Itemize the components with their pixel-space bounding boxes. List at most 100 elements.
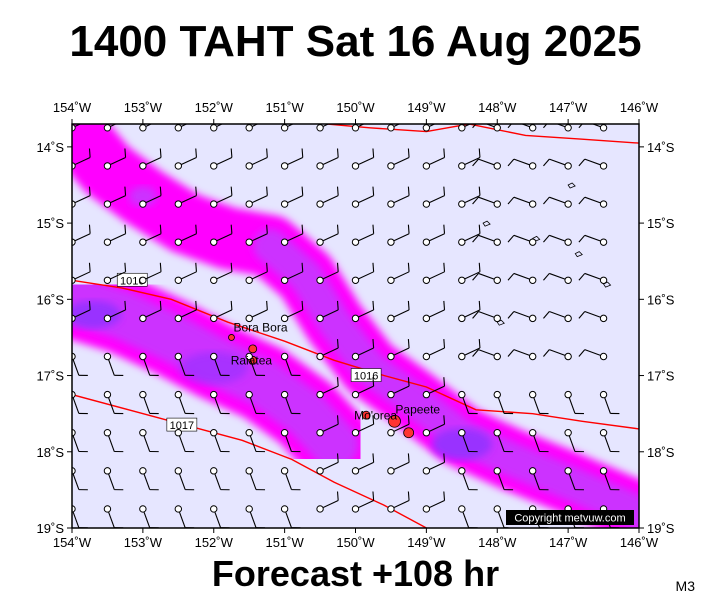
atoll-outline xyxy=(482,220,491,227)
wind-barb-feather xyxy=(336,339,339,349)
wind-station-circle xyxy=(103,238,112,246)
wind-station-circle xyxy=(245,505,253,513)
isobar-label: 1016 xyxy=(354,371,378,383)
lon-tick-label-top: 152˚W xyxy=(195,100,234,115)
wind-barb-feather xyxy=(159,262,162,272)
wind-station-circle xyxy=(103,467,112,475)
wind-station-circle xyxy=(564,352,572,361)
rain-core-heavy xyxy=(179,351,248,384)
wind-barb-feather xyxy=(159,148,162,158)
wind-barb-feather xyxy=(578,234,586,243)
lat-tick-label-left: 17˚S xyxy=(37,369,65,384)
wind-station-circle xyxy=(174,124,183,132)
place-label: Papeete xyxy=(395,402,440,416)
wind-barb-feather xyxy=(578,273,586,281)
wind-station-circle xyxy=(458,314,466,323)
wind-barb-feather xyxy=(372,148,375,158)
wind-station-circle xyxy=(422,124,431,132)
wind-station-circle xyxy=(351,200,360,208)
wind-barb-feather xyxy=(407,415,410,425)
wind-station-circle xyxy=(351,390,360,399)
lon-tick-label-top: 148˚W xyxy=(478,100,517,115)
wind-barb-feather xyxy=(543,349,550,357)
wind-station-circle xyxy=(103,276,112,284)
wind-barb-feather xyxy=(543,158,550,167)
lon-tick-label-bottom: 154˚W xyxy=(53,535,92,550)
wind-station-circle xyxy=(316,429,324,437)
lon-tick-label-bottom: 147˚W xyxy=(549,535,588,550)
wind-station-circle xyxy=(280,467,289,475)
wind-station-circle xyxy=(493,390,501,399)
wind-barb-feather xyxy=(507,196,515,205)
lat-tick-label-left: 16˚S xyxy=(37,292,65,307)
wind-barb-feather xyxy=(372,415,375,425)
lon-tick-label-top: 146˚W xyxy=(620,100,659,115)
wind-station-circle xyxy=(139,200,147,208)
wind-station-circle xyxy=(493,352,501,361)
wind-station-circle xyxy=(280,505,289,513)
wind-barb-feather xyxy=(195,262,197,272)
wind-station-circle xyxy=(458,276,466,284)
wind-station-circle xyxy=(422,276,431,284)
wind-station-circle xyxy=(174,505,183,513)
wind-station-circle xyxy=(599,200,608,208)
copyright-text: Copyright metvuw.com xyxy=(514,513,625,525)
forecast-label: Forecast +108 hr xyxy=(211,553,500,594)
wind-station-circle xyxy=(422,200,431,208)
wind-barb-feather xyxy=(443,377,446,387)
wind-barb-feather xyxy=(407,377,410,387)
wind-station-circle xyxy=(103,200,112,208)
lat-tick-label-left: 14˚S xyxy=(37,140,65,155)
wind-barb-feather xyxy=(472,273,479,281)
wind-barb-feather xyxy=(478,262,481,272)
wind-station-circle xyxy=(387,467,395,475)
wind-barb-feather xyxy=(443,148,446,158)
island-shape xyxy=(403,427,415,439)
wind-station-circle xyxy=(422,505,431,513)
wind-barb-feather xyxy=(195,300,197,310)
wind-barb-feather xyxy=(507,311,515,319)
wind-station-circle xyxy=(245,124,253,132)
page-title: 1400 TAHT Sat 16 Aug 2025 xyxy=(69,17,642,66)
wind-barb-feather xyxy=(478,186,481,196)
place-label: Raiatea xyxy=(231,353,273,367)
wind-station-circle xyxy=(103,352,112,361)
wind-barb-feather xyxy=(472,234,479,243)
wind-station-circle xyxy=(458,467,466,475)
wind-barb-feather xyxy=(124,262,127,272)
wind-station-circle xyxy=(493,505,501,513)
wind-station-circle xyxy=(103,124,112,132)
wind-station-circle xyxy=(493,314,501,323)
wind-station-circle xyxy=(564,467,572,475)
wind-barb-feather xyxy=(336,186,339,196)
wind-barb-feather xyxy=(443,262,446,272)
wind-station-circle xyxy=(210,124,218,132)
atoll-outline xyxy=(574,251,583,258)
wind-station-circle xyxy=(139,124,147,132)
wind-station-circle xyxy=(458,429,466,437)
wind-barb-feather xyxy=(372,262,375,272)
isobar-label: 1016 xyxy=(120,275,144,287)
wind-station-circle xyxy=(387,429,395,437)
wind-station-circle xyxy=(351,467,360,475)
wind-station-circle xyxy=(528,429,537,437)
wind-station-circle xyxy=(458,505,466,513)
wind-station-circle xyxy=(316,314,324,323)
wind-station-circle xyxy=(139,505,147,513)
wind-station-circle xyxy=(387,238,395,246)
wind-station-circle xyxy=(599,276,608,284)
rain-band-medium xyxy=(253,229,639,528)
wind-station-circle xyxy=(316,200,324,208)
wind-barb-feather xyxy=(195,224,197,234)
wind-station-circle xyxy=(245,467,253,475)
wind-barb-feather xyxy=(336,148,339,158)
wind-barb-feather xyxy=(407,186,410,196)
wind-barb-feather xyxy=(372,186,375,196)
wind-barb-feather xyxy=(336,262,339,272)
wind-station-circle xyxy=(174,467,183,475)
wind-station-circle xyxy=(493,200,501,208)
wind-barb-feather xyxy=(230,186,233,196)
wind-station-circle xyxy=(387,314,395,323)
island-shape xyxy=(228,334,235,341)
